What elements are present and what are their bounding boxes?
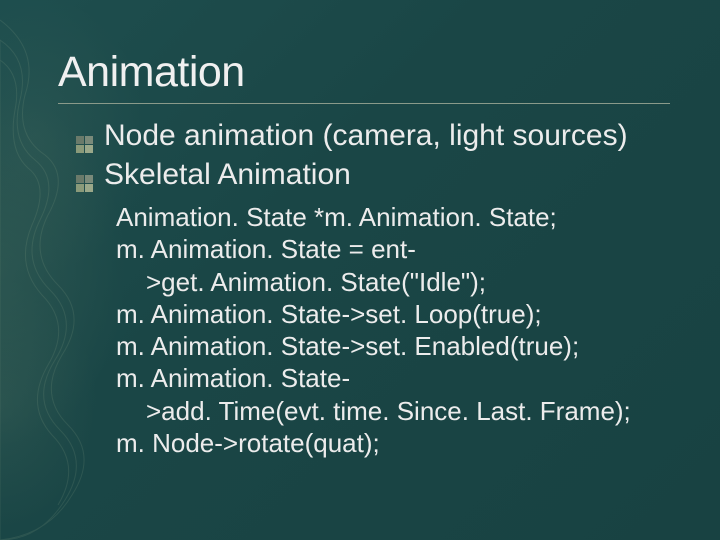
code-line: >get. Animation. State("Idle"); — [116, 266, 670, 298]
bullet-list: Node animation (camera, light sources) S… — [76, 118, 670, 193]
code-line: m. Animation. State = ent- — [116, 233, 670, 265]
bullet-text: Skeletal Animation — [104, 158, 351, 191]
bullet-item: Skeletal Animation — [76, 157, 670, 194]
code-block: Animation. State *m. Animation. State; m… — [116, 201, 670, 459]
bullet-icon — [76, 166, 94, 184]
bullet-text: Node animation (camera, light sources) — [104, 119, 628, 152]
title-underline — [58, 103, 670, 104]
bullet-item: Node animation (camera, light sources) — [76, 118, 670, 155]
code-line: >add. Time(evt. time. Since. Last. Frame… — [116, 395, 670, 427]
bullet-icon — [76, 127, 94, 145]
slide-container: Animation Node animation (camera, light … — [0, 0, 720, 499]
code-line: Animation. State *m. Animation. State; — [116, 201, 670, 233]
code-line: m. Node->rotate(quat); — [116, 427, 670, 459]
code-line: m. Animation. State->set. Enabled(true); — [116, 330, 670, 362]
code-line: m. Animation. State->set. Loop(true); — [116, 298, 670, 330]
code-line: m. Animation. State- — [116, 362, 670, 394]
slide-title: Animation — [58, 48, 670, 97]
